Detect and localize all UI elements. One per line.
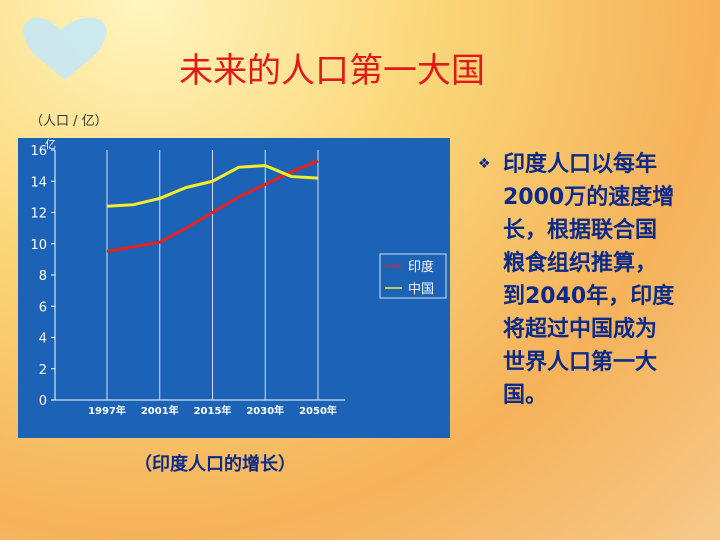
- x-tick-label: 2050年: [299, 404, 337, 417]
- bullet-text: 印度人口以每年2000万的速度增长，根据联合国粮食组织推算，到2040年，印度将…: [503, 152, 675, 408]
- y-tick-label: 2: [39, 363, 47, 378]
- legend-label: 印度: [408, 259, 434, 275]
- y-tick-label: 6: [39, 300, 47, 315]
- series-line: [106, 164, 319, 208]
- y-tick-label: 0: [39, 394, 47, 409]
- series-line: [106, 159, 319, 254]
- plot-background: [18, 138, 450, 438]
- y-unit: 亿: [45, 138, 56, 151]
- x-tick-label: 2015年: [194, 404, 232, 417]
- bullet: ❖ 印度人口以每年2000万的速度增长，根据联合国粮食组织推算，到2040年，印度…: [478, 148, 678, 412]
- x-tick-label: 1997年: [88, 404, 126, 417]
- y-tick-label: 12: [30, 207, 47, 222]
- heart: [23, 17, 107, 80]
- y-tick-label: 8: [39, 269, 47, 284]
- legend-box: [379, 253, 447, 299]
- slide-title: 未来的人口第一大国: [179, 51, 485, 91]
- x-tick-label: 2001年: [141, 404, 179, 417]
- y-tick-label: 16: [30, 144, 47, 159]
- y-tick-label: 4: [39, 332, 47, 347]
- caption: （印度人口的增长）: [134, 453, 296, 475]
- y-tick-label: 14: [30, 175, 47, 190]
- legend-label: 中国: [408, 282, 434, 297]
- x-tick-label: 2030年: [246, 404, 284, 417]
- y-tick-label: 10: [30, 238, 47, 253]
- bullet-marker: ❖: [478, 156, 491, 172]
- y-axis-label: （人口 / 亿）: [30, 114, 108, 129]
